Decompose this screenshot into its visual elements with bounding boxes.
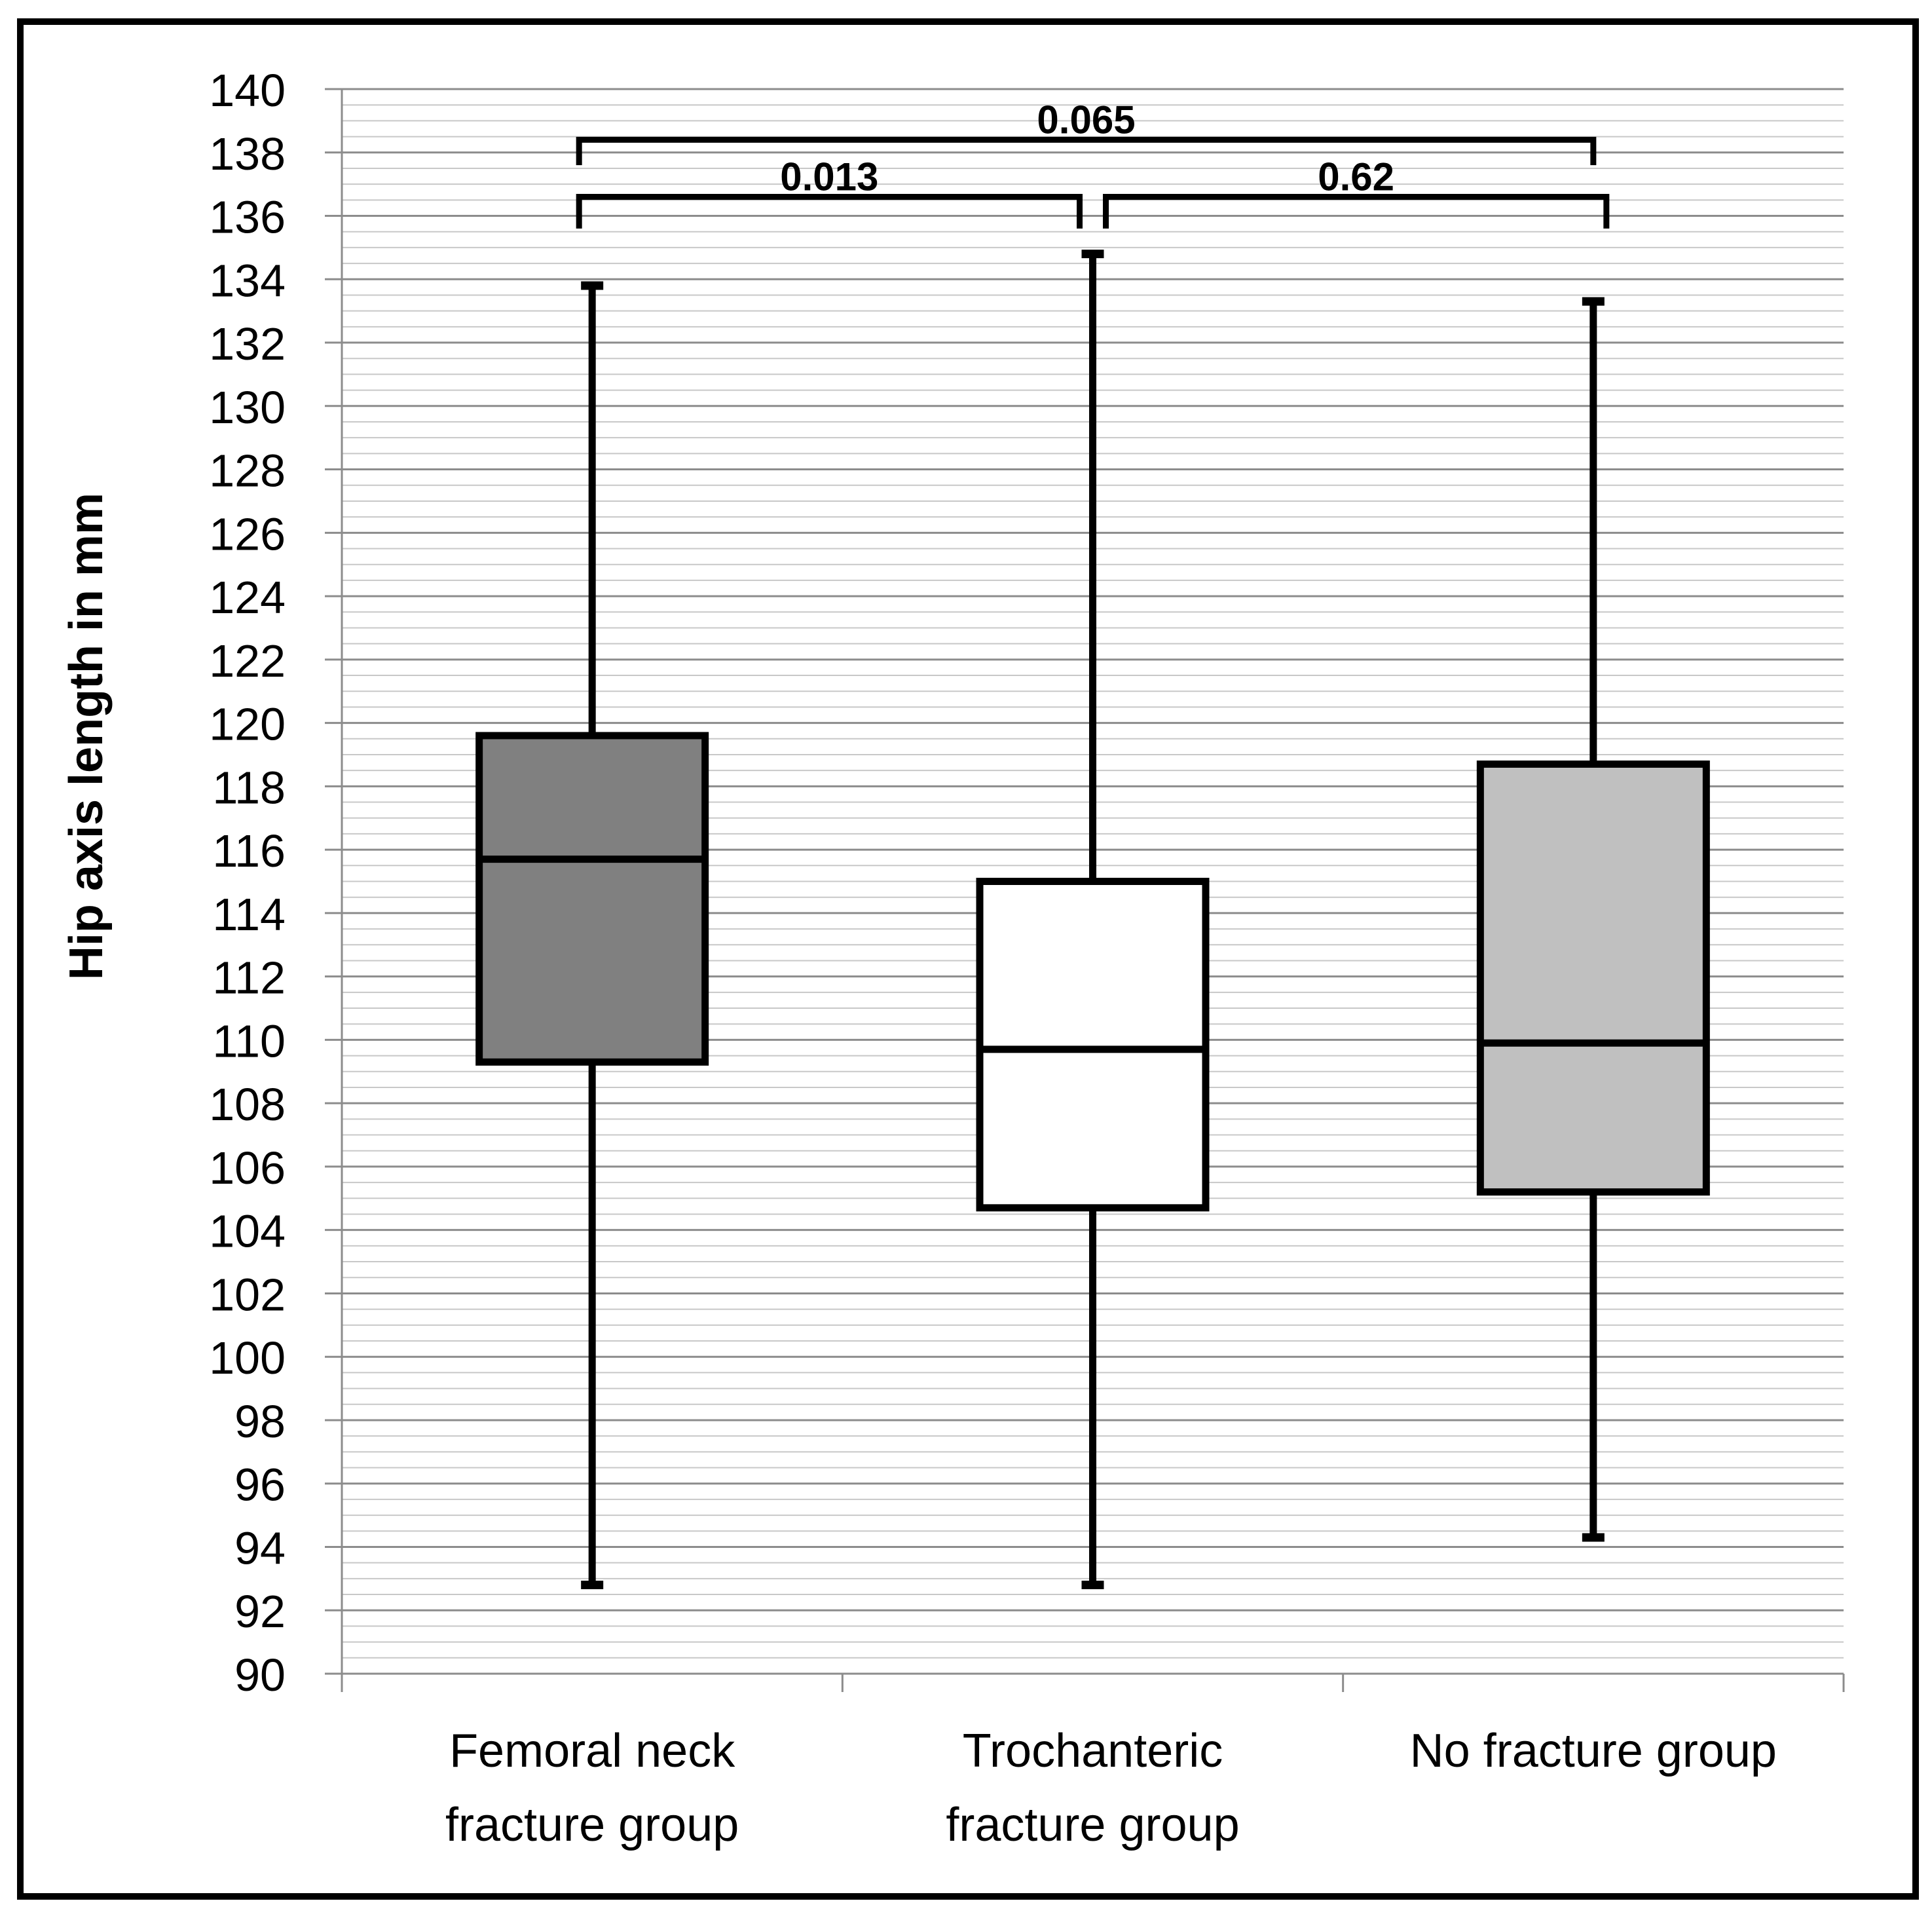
- p-value-label: 0.62: [1318, 155, 1394, 198]
- significance-bracket: [576, 193, 1083, 229]
- y-tick-label: 128: [209, 445, 286, 497]
- y-axis: 90 92 94 96 98 100 102 104 106 108 110 112 114 116 118…: [209, 65, 343, 1701]
- y-tick-label: 112: [212, 952, 286, 1004]
- significance-bracket: [1103, 193, 1610, 229]
- interquartile-box: [475, 732, 709, 1066]
- x-axis: Femoral neck fracture group Trochanteric fr…: [341, 1672, 1845, 1851]
- y-tick-label: 118: [212, 762, 286, 813]
- significance-brackets: 0.065 0.013 0.62: [576, 98, 1610, 229]
- y-tick-label: 124: [209, 572, 286, 623]
- p-value-label: 0.065: [1037, 98, 1135, 141]
- y-tick-label: 106: [209, 1142, 286, 1194]
- boxes: [475, 732, 1710, 1212]
- y-tick-label: 122: [209, 635, 286, 687]
- y-axis-label: Hip axis length in mm: [60, 493, 113, 980]
- y-tick-label: 90: [234, 1649, 286, 1701]
- y-tick-label: 132: [209, 318, 286, 369]
- y-tick-label: 134: [209, 255, 286, 306]
- y-tick-label: 96: [234, 1459, 286, 1511]
- y-tick-label: 116: [212, 825, 286, 876]
- x-category-label: Femoral neck fracture group: [445, 1725, 739, 1851]
- y-tick-label: 110: [212, 1015, 286, 1066]
- p-value-label: 0.013: [780, 155, 878, 198]
- x-category-label-line: No fracture group: [1410, 1725, 1777, 1777]
- y-tick-label: 94: [234, 1522, 286, 1573]
- y-tick-label: 130: [209, 382, 286, 433]
- y-tick-label: 100: [209, 1332, 286, 1384]
- x-category-label-line: fracture group: [946, 1799, 1239, 1851]
- y-tick-label: 114: [212, 889, 286, 940]
- x-category-label-line: fracture group: [445, 1799, 739, 1851]
- x-category-label-line: Trochanteric: [963, 1725, 1223, 1777]
- interquartile-box: [1476, 760, 1710, 1196]
- y-tick-label: 140: [209, 65, 286, 116]
- y-tick-label: 126: [209, 508, 286, 559]
- y-tick-label: 104: [209, 1206, 286, 1257]
- x-category-label: No fracture group: [1410, 1725, 1777, 1777]
- y-tick-label: 138: [209, 128, 286, 179]
- y-tick-label: 108: [209, 1079, 286, 1130]
- x-category-label-line: Femoral neck: [449, 1725, 735, 1777]
- significance-bracket: [576, 136, 1597, 166]
- y-tick-label: 136: [209, 192, 286, 243]
- y-tick-label: 92: [234, 1586, 286, 1637]
- y-tick-label: 102: [209, 1269, 286, 1320]
- whiskers: [581, 250, 1605, 1590]
- y-tick-label: 98: [234, 1396, 286, 1447]
- x-category-label: Trochanteric fracture group: [946, 1725, 1239, 1851]
- interquartile-box: [976, 878, 1210, 1212]
- y-tick-label: 120: [209, 699, 286, 750]
